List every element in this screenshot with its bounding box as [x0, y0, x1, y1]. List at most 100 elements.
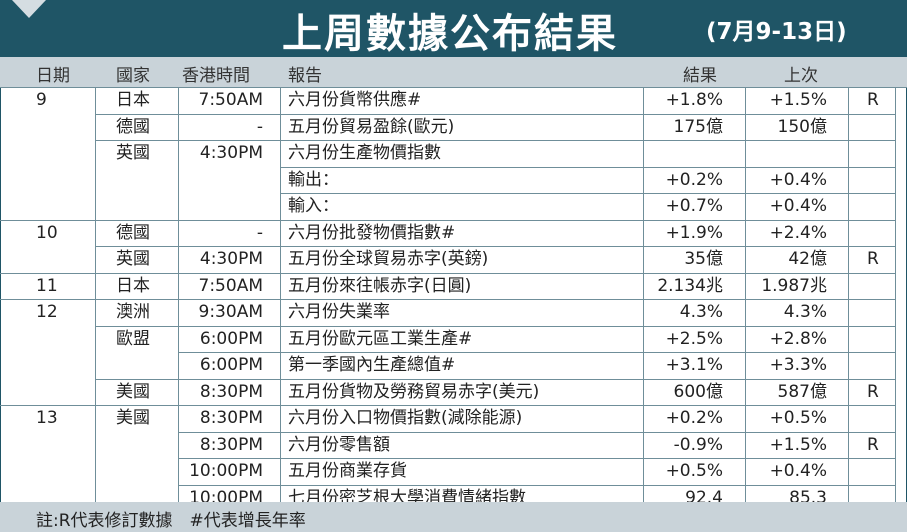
column-header-previous: 上次: [784, 66, 818, 86]
cell-previous: +1.5%: [769, 90, 827, 110]
cell-result: +1.8%: [665, 90, 723, 110]
cell-time: 6:00PM: [199, 355, 263, 375]
cell-report: 六月份失業率: [288, 302, 390, 322]
cell-report: 六月份零售額: [288, 434, 390, 455]
cell-previous: 4.3%: [783, 302, 827, 322]
cell-time: 4:30PM: [199, 249, 263, 269]
cell-result: +0.2%: [665, 408, 723, 428]
cell-country: 英國: [116, 143, 150, 163]
cell-report: 五月份貨物及勞務貿易赤字(美元): [288, 381, 540, 402]
column-header-country: 國家: [116, 66, 150, 86]
cell-time: 8:30PM: [199, 434, 263, 455]
cell-report: 五月份歐元區工業生產#: [288, 328, 473, 349]
row-rule: [95, 113, 895, 115]
column-rule: [95, 87, 96, 511]
row-rule: [178, 484, 895, 486]
row-rule: [178, 458, 895, 459]
row-rule: [0, 219, 895, 221]
row-rule: [280, 166, 895, 168]
cell-country: 德國: [116, 116, 150, 137]
cell-report: 五月份商業存貨: [288, 461, 407, 481]
cell-report: 六月份生產物價指數: [288, 143, 441, 163]
row-rule: [280, 193, 895, 194]
cell-revised-flag: R: [867, 434, 879, 455]
column-header-row: 日期 國家 香港時間 報告 結果 上次: [0, 57, 907, 87]
cell-country: 美國: [116, 381, 150, 402]
row-rule: [0, 299, 895, 300]
row-rule: [178, 431, 895, 433]
cell-previous: +0.4%: [769, 461, 827, 481]
cell-previous: +3.3%: [769, 355, 827, 375]
row-rule: [0, 87, 907, 88]
cell-time: 8:30PM: [199, 381, 263, 402]
cell-date: 9: [36, 90, 47, 110]
triangle-marker-icon: [12, 0, 46, 18]
cell-previous: +0.4%: [769, 169, 827, 190]
column-rule: [745, 87, 746, 511]
cell-country: 美國: [116, 408, 150, 428]
cell-report: 五月份來往帳赤字(日圓): [288, 275, 472, 296]
cell-report: 五月份貿易盈餘(歐元): [288, 116, 455, 137]
cell-previous: 1.987兆: [761, 275, 827, 296]
column-rule: [895, 87, 896, 511]
column-rule: [178, 87, 179, 511]
cell-time: 6:00PM: [199, 328, 263, 349]
cell-country: 日本: [116, 90, 150, 110]
cell-time: 10:00PM: [189, 461, 263, 481]
footer-note-band: 註:R代表修訂數據 #代表增長年率: [0, 502, 907, 532]
cell-previous: +2.8%: [769, 328, 827, 349]
row-rule: [95, 140, 895, 141]
cell-result: 35億: [684, 249, 723, 269]
column-rule: [848, 87, 849, 511]
title-banner: 上周數據公布結果 (7月9-13日): [0, 0, 907, 57]
cell-date: 13: [36, 408, 58, 428]
column-header-report: 報告: [288, 66, 322, 86]
cell-result: +0.5%: [665, 461, 723, 481]
cell-revised-flag: R: [867, 249, 879, 269]
cell-previous: +1.5%: [769, 434, 827, 455]
cell-result: +3.1%: [665, 355, 723, 375]
row-rule: [0, 272, 895, 274]
cell-result: 4.3%: [679, 302, 723, 322]
cell-time: 7:50AM: [198, 275, 263, 296]
date-range: (7月9-13日): [706, 19, 847, 45]
cell-country: 日本: [116, 275, 150, 296]
cell-report: 六月份入口物價指數(減除能源): [288, 408, 523, 428]
cell-previous: +0.5%: [769, 408, 827, 428]
cell-date: 12: [36, 302, 58, 322]
cell-result: +2.5%: [665, 328, 723, 349]
cell-time: 9:30AM: [198, 302, 263, 322]
column-header-date: 日期: [36, 66, 70, 86]
cell-country: 德國: [116, 222, 150, 243]
cell-date: 11: [36, 275, 58, 296]
column-header-result: 結果: [683, 66, 717, 86]
cell-report: 五月份全球貿易赤字(英鎊): [288, 249, 489, 269]
cell-previous: 42億: [788, 249, 827, 269]
row-rule: [178, 352, 895, 353]
cell-result: +0.2%: [665, 169, 723, 190]
cell-report: 第一季國內生產總值#: [288, 355, 456, 375]
cell-revised-flag: R: [867, 381, 879, 402]
column-rule: [643, 87, 644, 511]
cell-time: 4:30PM: [199, 143, 263, 163]
cell-country: 英國: [116, 249, 150, 269]
cell-country: 澳洲: [116, 302, 150, 322]
column-rule: [280, 87, 281, 511]
cell-result: 175億: [673, 116, 723, 137]
cell-report: 輸出：: [288, 169, 339, 190]
cell-time: -: [256, 222, 263, 243]
cell-time: 7:50AM: [198, 90, 263, 110]
cell-previous: +0.4%: [769, 196, 827, 216]
cell-report: 六月份批發物價指數#: [288, 222, 456, 243]
cell-result: 2.134兆: [657, 275, 723, 296]
cell-result: +0.7%: [665, 196, 723, 216]
cell-revised-flag: R: [867, 90, 879, 110]
cell-result: -0.9%: [673, 434, 723, 455]
cell-time: -: [256, 116, 263, 137]
page-title: 上周數據公布結果: [282, 11, 618, 57]
cell-date: 10: [36, 222, 58, 243]
row-rule: [0, 405, 895, 406]
footer-note: 註:R代表修訂數據 #代表增長年率: [36, 511, 306, 531]
row-rule: [95, 246, 895, 247]
